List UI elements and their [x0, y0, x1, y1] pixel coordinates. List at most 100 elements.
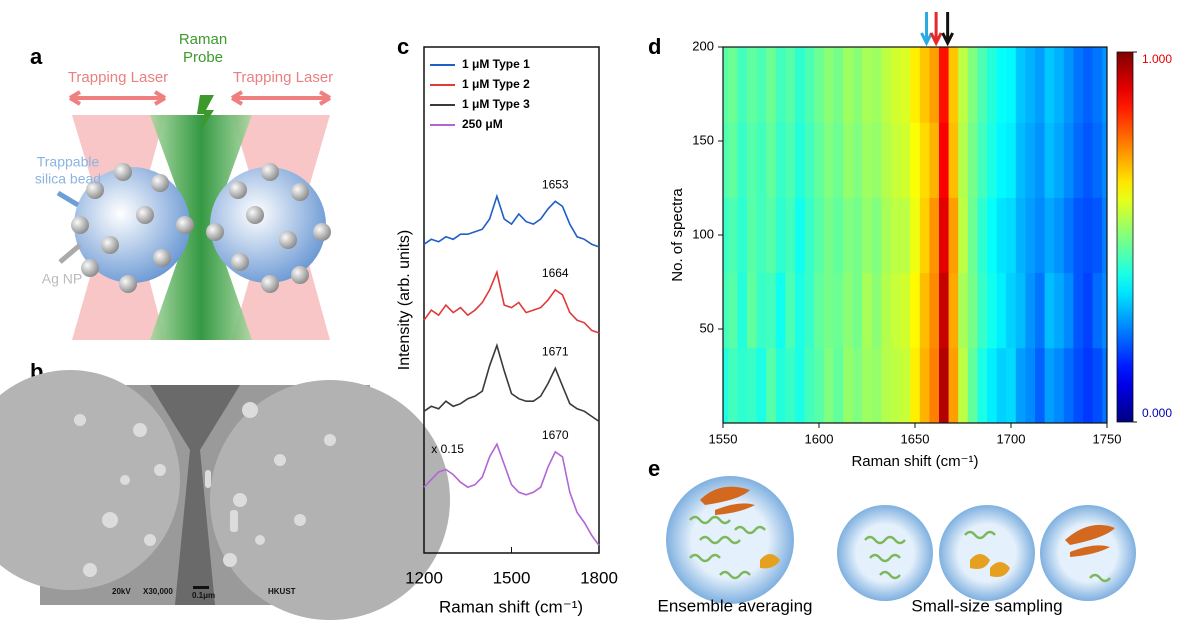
- heat-cell: [852, 272, 863, 349]
- heat-cell: [723, 197, 729, 274]
- heat-cell: [785, 197, 796, 274]
- heat-cell: [1006, 272, 1017, 349]
- heat-cell: [967, 122, 978, 198]
- bead-label: silica bead: [35, 171, 101, 187]
- heat-cell: [967, 197, 978, 274]
- heat-cell: [766, 197, 777, 274]
- heat-cell: [823, 122, 834, 198]
- x-tick-label: 1650: [901, 431, 930, 446]
- heat-cell: [823, 347, 834, 424]
- x-tick-label: 1700: [997, 431, 1026, 446]
- heat-cell: [1006, 197, 1017, 274]
- heat-cell: [1083, 347, 1094, 424]
- heat-cell: [1025, 47, 1036, 123]
- heat-cell: [881, 122, 892, 198]
- heat-cell: [1015, 47, 1026, 123]
- heat-cell: [766, 272, 777, 349]
- heat-cell: [1015, 197, 1026, 274]
- heat-cell: [775, 197, 786, 274]
- heat-cell: [1035, 197, 1046, 274]
- heat-cell: [996, 197, 1007, 274]
- heat-cell: [977, 122, 988, 198]
- heat-cell: [1044, 347, 1055, 424]
- heat-cell: [1006, 122, 1017, 198]
- panel-label: c: [397, 34, 409, 59]
- heat-cell: [804, 347, 815, 424]
- sem-text: HKUST: [268, 587, 296, 596]
- heat-cell: [958, 197, 969, 274]
- heat-cell: [871, 122, 882, 198]
- heat-cell: [1025, 122, 1036, 198]
- heat-cell: [1044, 272, 1055, 349]
- legend-label: 1 μM Type 2: [462, 77, 530, 91]
- heat-cell: [948, 272, 959, 349]
- heat-cell: [1054, 197, 1065, 274]
- colorbar-label: 1.000: [1142, 52, 1172, 66]
- heat-cell: [987, 122, 998, 198]
- heat-cell: [756, 122, 767, 198]
- heat-cell: [1102, 122, 1108, 198]
- heat-cell: [737, 197, 748, 274]
- heat-cell: [737, 122, 748, 198]
- y-tick-label: 50: [700, 320, 714, 335]
- heat-cell: [843, 47, 854, 123]
- heat-cell: [862, 347, 873, 424]
- legend-label: 1 μM Type 1: [462, 57, 530, 71]
- heat-cell: [900, 122, 911, 198]
- heat-cell: [939, 197, 950, 274]
- heat-cell: [919, 122, 930, 198]
- x-tick-label: 1800: [580, 568, 618, 587]
- heat-cell: [891, 47, 902, 123]
- heat-cell: [929, 347, 940, 424]
- heat-cell: [723, 347, 729, 424]
- heat-cell: [910, 122, 921, 198]
- heat-cell: [996, 47, 1007, 123]
- heat-cell: [919, 272, 930, 349]
- heat-cell: [833, 197, 844, 274]
- y-tick-label: 150: [692, 132, 714, 147]
- probe-label: Raman: [179, 31, 227, 48]
- heat-cell: [727, 272, 738, 349]
- heat-cell: [977, 197, 988, 274]
- heat-cell: [967, 47, 978, 123]
- heat-cell: [910, 197, 921, 274]
- heat-cell: [1015, 122, 1026, 198]
- heat-cell: [881, 47, 892, 123]
- heat-cell: [1025, 197, 1036, 274]
- heat-cell: [766, 347, 777, 424]
- heat-cell: [1092, 122, 1103, 198]
- heat-cell: [775, 47, 786, 123]
- heat-cell: [871, 47, 882, 123]
- heat-cell: [775, 347, 786, 424]
- illustration: [666, 476, 1136, 604]
- y-axis-label: Intensity (arb. units): [396, 230, 413, 371]
- y-tick-label: 100: [692, 226, 714, 241]
- heat-cell: [727, 197, 738, 274]
- heat-cell: [929, 122, 940, 198]
- heat-cell: [804, 122, 815, 198]
- sem-text: 0.1μm: [192, 591, 215, 600]
- heat-cell: [1054, 122, 1065, 198]
- heat-cell: [737, 347, 748, 424]
- heat-cell: [1035, 122, 1046, 198]
- heat-cell: [775, 122, 786, 198]
- heat-cell: [948, 347, 959, 424]
- bead-label: Trappable: [37, 154, 100, 170]
- heat-cell: [891, 347, 902, 424]
- heat-cell: [852, 347, 863, 424]
- heat-cell: [833, 122, 844, 198]
- heat-cell: [929, 197, 940, 274]
- heat-cell: [795, 272, 806, 349]
- heat-cell: [1044, 47, 1055, 123]
- heat-cell: [862, 47, 873, 123]
- heat-cell: [833, 47, 844, 123]
- heat-cell: [823, 47, 834, 123]
- heat-cell: [723, 122, 729, 198]
- heat-cell: [737, 47, 748, 123]
- heat-cell: [910, 47, 921, 123]
- heat-cell: [1015, 272, 1026, 349]
- heat-cell: [823, 272, 834, 349]
- heat-cell: [843, 347, 854, 424]
- peak-marker: [920, 12, 933, 47]
- colorbar-label: 0.000: [1142, 406, 1172, 420]
